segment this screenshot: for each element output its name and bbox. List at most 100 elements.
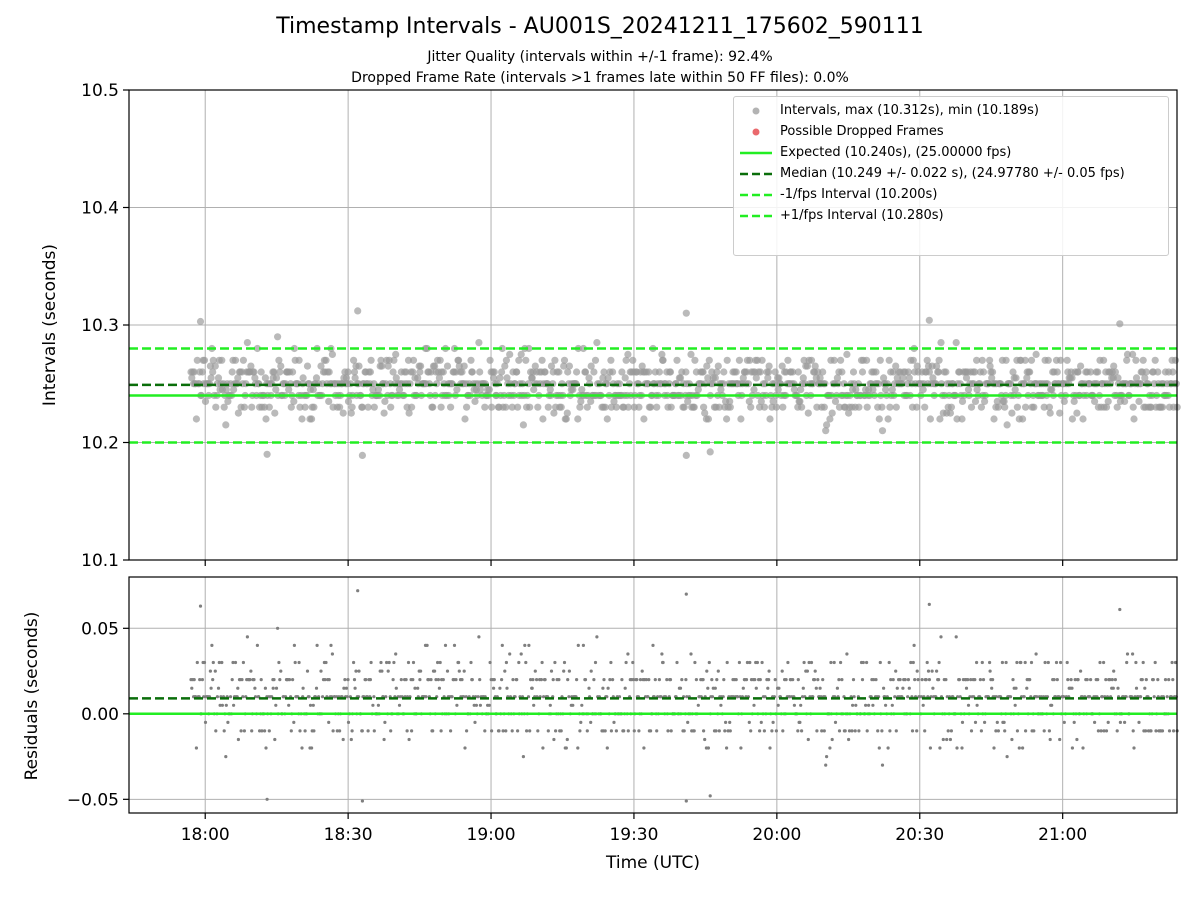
interval-point-144 [303,362,312,370]
residual-point-326 [452,643,457,648]
interval-point-1164 [1129,350,1137,358]
interval-point-627 [694,386,702,394]
residual-point-195 [346,720,351,725]
interval-point-1134 [1104,397,1112,405]
interval-point-640 [704,415,713,423]
residual-point-1020 [1014,686,1018,690]
interval-point-867 [888,386,896,394]
interval-point-141 [301,403,309,411]
residual-point-644 [710,678,714,682]
residual-point-1028 [1021,746,1025,750]
interval-point-411 [519,421,528,429]
residual-point-1165 [1131,729,1135,733]
residual-point-799 [835,686,840,690]
interval-point-655 [717,386,725,394]
interval-point-192 [342,374,350,382]
residual-point-535 [622,729,626,733]
residual-point-922 [935,669,939,673]
residual-point-519 [609,660,613,665]
residual-point-46 [226,720,230,725]
residual-point-188 [341,737,345,742]
interval-point-258 [395,386,404,394]
residual-point-163 [321,695,325,699]
interval-point-212 [358,403,366,411]
interval-point-988 [986,362,994,370]
residual-point-170 [327,720,331,725]
residual-point-1005 [1002,720,1006,725]
residual-point-303 [434,678,438,682]
interval-point-155 [312,374,321,382]
residual-point-260 [399,678,403,682]
residual-point-751 [796,678,800,682]
residual-point-1042 [1032,729,1036,733]
interval-point-1033 [1023,374,1031,382]
residual-point-933 [944,678,948,682]
interval-point-490 [583,403,591,411]
interval-point-836 [863,403,871,411]
residual-point-774 [815,729,819,733]
residual-point-1083 [1065,660,1069,665]
interval-point-1080 [1060,397,1068,405]
residual-point-754 [799,703,803,707]
interval-point-25 [207,374,215,382]
interval-point-408 [517,350,525,358]
interval-point-369 [485,386,493,394]
residual-point-960 [966,678,970,682]
residual-point-898 [915,669,919,673]
interval-point-1092 [1070,397,1078,405]
residual-point-998 [996,729,1001,733]
interval-point-472 [569,386,577,394]
interval-point-28 [209,356,217,364]
interval-point-762 [803,362,812,370]
interval-point-1217 [1171,356,1180,364]
legend-swatch-dropped [752,128,760,136]
interval-point-251 [390,356,398,364]
residual-point-899 [916,678,920,682]
residual-point-969 [973,678,977,682]
interval-point-1060 [1044,356,1052,364]
interval-point-184 [336,403,344,411]
residual-point-1039 [1029,660,1034,665]
residual-point-204 [354,669,358,673]
interval-point-444 [546,386,554,394]
residual-point-1015 [1010,737,1014,742]
residual-point-687 [744,678,749,682]
legend-swatch-expected [740,151,772,155]
interval-point-970 [971,397,980,405]
interval-point-755 [798,403,806,411]
interval-point-109 [275,356,283,364]
interval-point-331 [455,356,463,364]
residual-point-270 [407,737,411,742]
interval-point-374 [490,374,498,382]
residual-point-581 [659,695,663,699]
interval-point-727 [775,374,783,382]
interval-point-317 [443,362,452,370]
interval-point-790 [826,415,834,423]
residual-point-1128 [1102,660,1106,665]
residual-point-627 [696,703,700,707]
residual-point-331 [457,660,461,665]
residual-point-134 [297,660,301,665]
residual-point-523 [612,720,616,725]
residual-point-705 [759,720,763,725]
residual-point-1097 [1076,678,1080,682]
interval-point-1145 [1113,403,1121,411]
residual-point-854 [880,729,884,733]
interval-point-1042 [1030,403,1038,411]
interval-point-540 [624,350,632,358]
residual-point-254 [394,686,398,690]
interval-point-31 [212,403,220,411]
residual-point-1205 [1163,678,1168,682]
residual-point-1215 [1172,729,1176,733]
residual-point-468 [567,669,572,673]
residual-point-865 [889,678,893,682]
interval-point-512 [601,403,609,411]
residual-point-461 [562,669,566,673]
residual-point-713 [766,686,770,690]
interval-point-601 [673,356,681,364]
x-tick-label-0: 18:00 [181,825,230,845]
interval-point-977 [977,403,986,411]
residual-point-1192 [1153,660,1157,665]
residual-point-363 [483,729,487,733]
